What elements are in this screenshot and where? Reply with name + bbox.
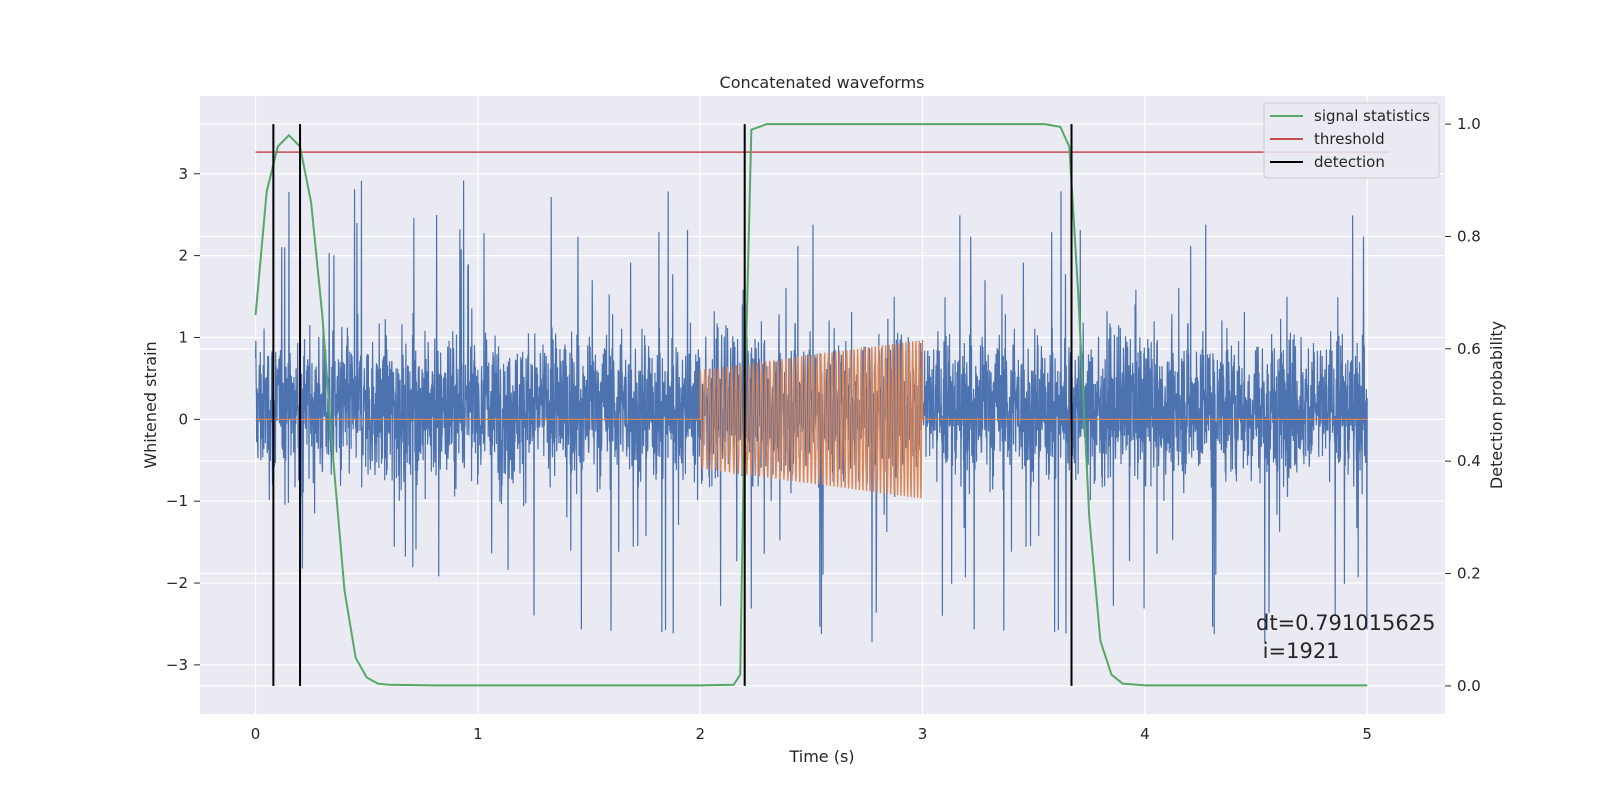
injected-waveform-line bbox=[255, 339, 1368, 499]
x-tick-label: 2 bbox=[695, 725, 705, 743]
signal-statistics-line bbox=[254, 123, 1368, 687]
y-right-tick-label: 0.8 bbox=[1457, 227, 1481, 245]
legend: signal statistics threshold detection bbox=[1263, 102, 1440, 179]
y-left-tick-label: 1 bbox=[178, 328, 188, 346]
chart-title: Concatenated waveforms bbox=[720, 73, 925, 92]
x-tick-label: 5 bbox=[1362, 725, 1372, 743]
x-tick-label: 3 bbox=[918, 725, 928, 743]
x-axis-title: Time (s) bbox=[788, 747, 854, 766]
x-tick-label: 4 bbox=[1140, 725, 1150, 743]
y-right-tick-label: 0.6 bbox=[1457, 340, 1481, 358]
y-left-tick-label: 3 bbox=[178, 165, 188, 183]
noise-series-line bbox=[254, 180, 1368, 650]
x-tick-label: 0 bbox=[251, 725, 261, 743]
y-right-tick-label: 0.0 bbox=[1457, 677, 1481, 695]
y-axis-left-title: Whitened strain bbox=[141, 341, 160, 468]
tick-labels: 0 1 2 3 4 5 −3 −2 −1 0 1 2 3 0.0 0.2 0.4 0.6 0.8 1.0 bbox=[166, 115, 1481, 743]
legend-box bbox=[1263, 102, 1440, 179]
x-tick-label: 1 bbox=[473, 725, 483, 743]
y-right-tick-label: 0.2 bbox=[1457, 565, 1481, 583]
y-right-tick-label: 0.4 bbox=[1457, 452, 1481, 470]
annotation-i: i=1921 bbox=[1256, 639, 1340, 663]
y-left-tick-label: 0 bbox=[178, 410, 188, 428]
y-left-tick-label: −2 bbox=[166, 574, 188, 592]
detection-lines bbox=[272, 124, 1073, 686]
legend-label-detection: detection bbox=[1314, 153, 1385, 171]
y-axis-right-title: Detection probability bbox=[1487, 321, 1506, 489]
y-left-tick-label: −1 bbox=[166, 492, 188, 510]
legend-label-threshold: threshold bbox=[1314, 130, 1385, 148]
y-left-tick-label: 2 bbox=[178, 247, 188, 265]
waveforms bbox=[254, 123, 1390, 687]
y-right-tick-label: 1.0 bbox=[1457, 115, 1481, 133]
annotation-dt: dt=0.791015625 bbox=[1256, 611, 1435, 635]
legend-label-signal-statistics: signal statistics bbox=[1314, 107, 1430, 125]
y-left-tick-label: −3 bbox=[166, 656, 188, 674]
